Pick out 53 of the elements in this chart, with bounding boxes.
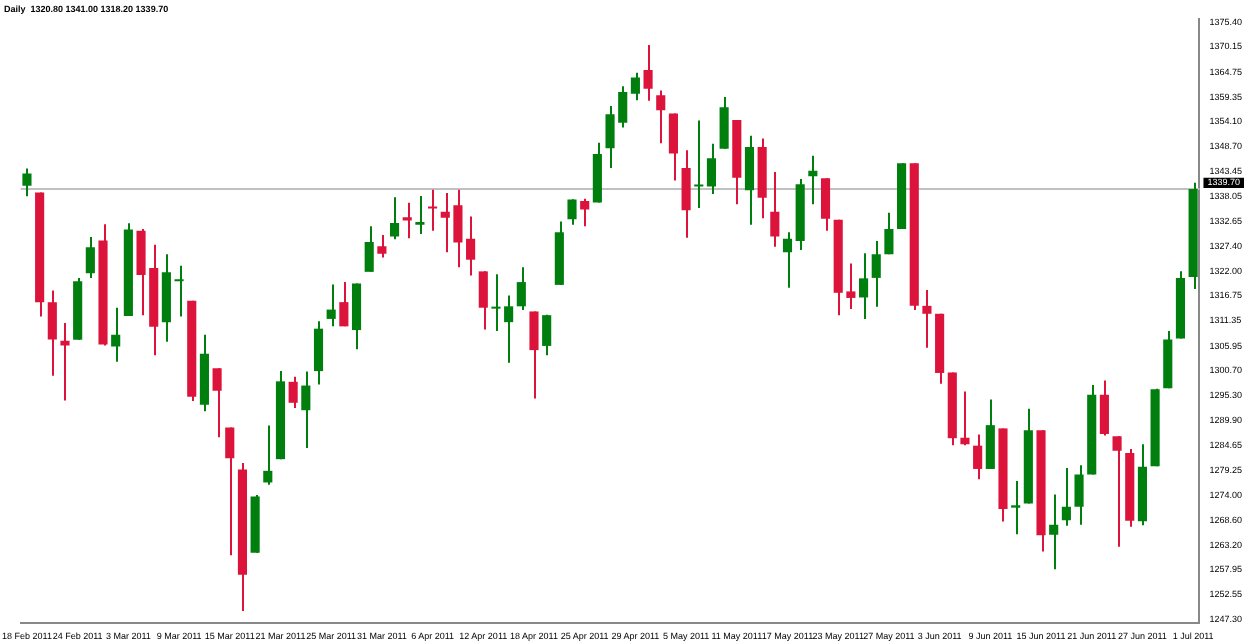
candlestick (656, 89, 666, 145)
candlestick (339, 281, 349, 328)
candlestick (1049, 493, 1059, 571)
candlestick (1112, 435, 1122, 548)
candlestick (681, 149, 691, 239)
candlestick (466, 215, 476, 277)
candlestick (225, 426, 235, 557)
candlestick (351, 282, 362, 351)
candlestick (263, 424, 273, 486)
candlestick (820, 177, 831, 232)
candlestick (478, 270, 488, 331)
candlestick (313, 320, 324, 386)
candlestick (859, 252, 869, 320)
candlestick (415, 194, 425, 236)
candlestick (567, 198, 577, 226)
candlestick (871, 240, 881, 308)
candlestick (389, 196, 400, 241)
candlestick (1061, 467, 1071, 527)
candlestick (47, 289, 57, 377)
candlestick (973, 433, 983, 481)
candlestick (643, 43, 653, 102)
candlestick (326, 283, 336, 328)
candlestick (428, 188, 438, 232)
candlestick (529, 310, 539, 400)
candlestick (782, 231, 793, 289)
candlestick (60, 322, 70, 402)
candlestick (922, 289, 932, 349)
candlestick (174, 264, 184, 318)
candlestick (516, 266, 526, 312)
candlestick (1011, 480, 1021, 536)
candlestick (770, 171, 780, 248)
candlestick (668, 112, 678, 182)
candlestick (1074, 464, 1084, 526)
candlestick (706, 142, 717, 196)
candlestick (960, 390, 970, 447)
candlestick (212, 367, 222, 439)
candlestick (719, 96, 729, 150)
candlestick (364, 225, 374, 273)
candlestick (630, 71, 640, 102)
candlestick (22, 167, 32, 198)
candlestick (288, 375, 298, 409)
candlestick (580, 197, 590, 228)
candlestick (744, 134, 755, 226)
candlestick (85, 235, 95, 279)
candlestick (301, 370, 311, 449)
candlestick (694, 119, 704, 209)
candlestick (111, 306, 121, 363)
candlestick (402, 201, 412, 240)
candlestick (1099, 379, 1109, 437)
candlestick (377, 234, 387, 259)
candlestick (884, 211, 894, 256)
candlestick (542, 313, 552, 357)
candlestick (985, 398, 995, 470)
